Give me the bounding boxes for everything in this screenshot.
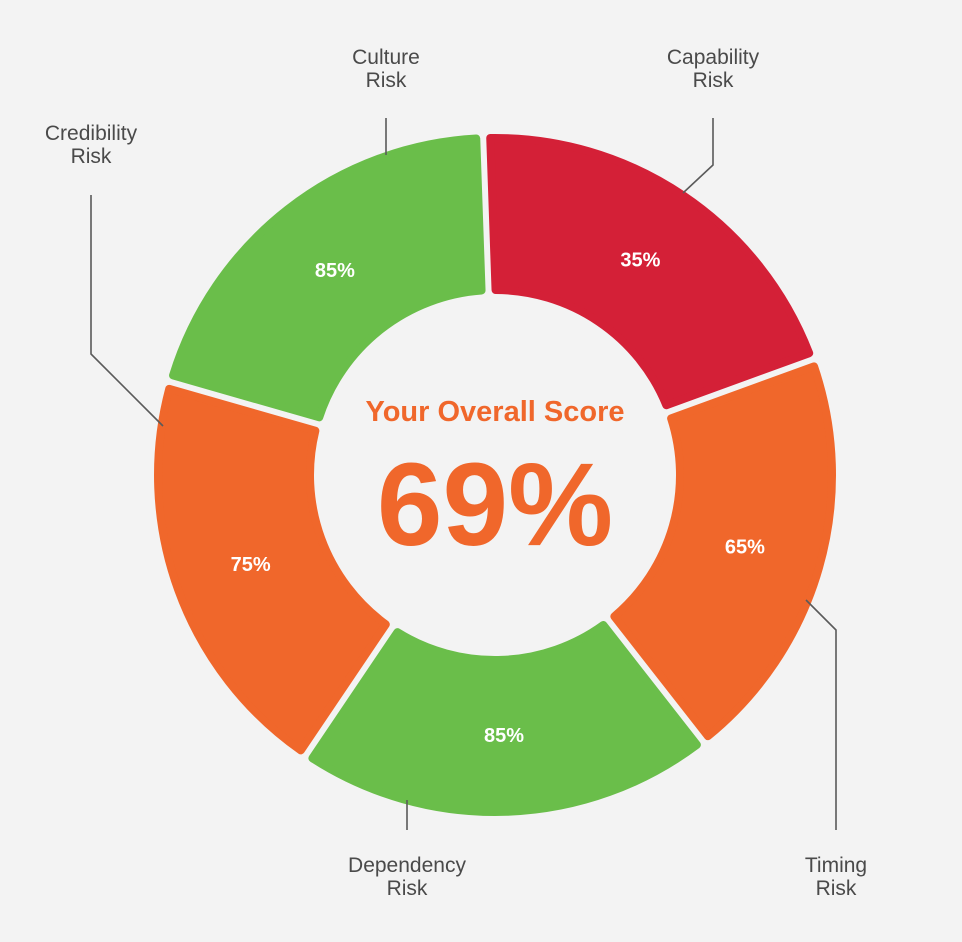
segment-value-label-credibility: 85% [315, 260, 355, 282]
category-label-capability: Capability Risk [667, 46, 760, 92]
segment-value-label-dependency: 75% [231, 554, 271, 576]
category-label-timing: Timing Risk [805, 854, 867, 900]
leader-line-credibility [90, 195, 164, 427]
leader-line-timing [805, 599, 837, 830]
leader-lines [90, 118, 837, 830]
category-labels: Culture Risk Capability Risk Timing Risk Depen… [45, 46, 867, 900]
segment-value-label-culture: 35% [620, 249, 660, 271]
segment-value-label-capability: 65% [725, 537, 765, 559]
donut-segment-culture [486, 134, 814, 410]
overall-score-title: Your Overall Score [366, 396, 625, 428]
donut-segment-timing [308, 620, 701, 816]
category-label-dependency: Dependency Risk [348, 854, 466, 900]
segment-value-label-timing: 85% [484, 725, 524, 747]
leader-line-capability [682, 118, 714, 194]
category-label-culture: Culture Risk [352, 46, 420, 92]
donut-segment-credibility [169, 134, 486, 422]
donut-segment-capability [610, 362, 836, 741]
category-label-credibility: Credibility Risk [45, 122, 138, 168]
donut-segment-dependency [154, 384, 390, 755]
donut-segments: 35% 65% 85% 75% 85% [154, 134, 836, 816]
overall-score-value: 69% [377, 439, 613, 571]
